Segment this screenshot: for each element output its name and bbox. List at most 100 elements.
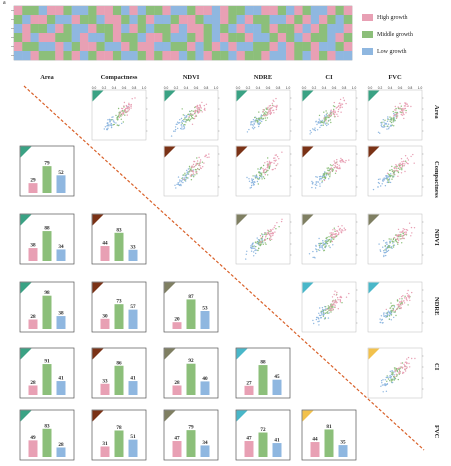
- heatmap-cell: [154, 51, 163, 61]
- scatter-point: [388, 238, 390, 240]
- tick-label: 0.6: [122, 86, 127, 90]
- scatter-point: [333, 227, 335, 229]
- scatter-point: [275, 107, 278, 109]
- scatter-point: [262, 118, 264, 120]
- heatmap-cell: [195, 6, 204, 16]
- bar-corner-marker: [236, 348, 248, 360]
- scatter-point: [399, 307, 401, 310]
- scatter-point: [267, 169, 269, 172]
- heatmap-cell: [178, 42, 188, 52]
- scatter-point: [318, 314, 321, 316]
- scatter-point: [259, 242, 261, 244]
- heatmap-cell: [154, 24, 163, 34]
- scatter-point: [183, 128, 185, 130]
- heatmap-cell: [319, 42, 328, 52]
- scatter-point: [329, 174, 331, 176]
- heatmap-cell: [55, 24, 64, 34]
- scatter-point: [261, 238, 264, 240]
- scatter-point: [269, 104, 272, 107]
- scatter-point: [334, 235, 336, 237]
- scatter-panel: [367, 347, 423, 399]
- scatter-point: [257, 123, 259, 125]
- scatter-point: [208, 156, 210, 158]
- scatter-point: [253, 123, 255, 126]
- scatter-point: [328, 312, 330, 314]
- scatter-point: [386, 383, 389, 385]
- scatter-point: [251, 121, 253, 123]
- scatter-point: [106, 128, 108, 130]
- heatmap-cell: [277, 51, 287, 61]
- scatter-point: [402, 112, 404, 114]
- heatmap-cell: [112, 33, 122, 43]
- column-header-ci: CI: [325, 74, 333, 81]
- scatter-point: [321, 180, 323, 182]
- heatmap-cell: [310, 51, 320, 61]
- scatter-point: [327, 120, 330, 122]
- scatter-point: [174, 126, 177, 128]
- heatmap-cell: [129, 51, 138, 61]
- scatter-point: [261, 233, 263, 235]
- scatter-point: [253, 245, 256, 247]
- scatter-point: [390, 125, 392, 127]
- scatter-point: [175, 123, 177, 126]
- scatter-point: [330, 113, 333, 115]
- scatter-point: [401, 242, 403, 244]
- heatmap-cell: [228, 42, 237, 52]
- heatmap-cell: [319, 6, 328, 16]
- scatter-point: [191, 165, 193, 167]
- scatter-point: [261, 242, 263, 244]
- scatter-point: [322, 240, 324, 242]
- scatter-point: [392, 371, 394, 373]
- scatter-point: [266, 112, 268, 114]
- tick-label: 0.6: [398, 86, 403, 90]
- scatter-point: [329, 119, 332, 121]
- scatter-point: [262, 234, 264, 236]
- scatter-point: [406, 103, 408, 105]
- heatmap-cell: [302, 6, 311, 16]
- scatter-point: [321, 181, 323, 184]
- scatter-point: [399, 165, 401, 168]
- scatter-point: [120, 110, 123, 112]
- bar-corner-marker: [164, 348, 176, 360]
- heatmap-cell: [79, 15, 89, 25]
- scatter-point: [198, 156, 200, 159]
- scatter-point: [276, 222, 278, 224]
- scatter-point: [391, 247, 393, 249]
- scatter-point: [260, 172, 263, 174]
- tick-label: 1.0: [286, 86, 291, 90]
- scatter-point: [266, 161, 268, 163]
- scatter-point: [258, 111, 260, 113]
- scatter-point: [107, 125, 109, 127]
- bar-value-label: 28: [30, 314, 36, 320]
- scatter-point: [260, 240, 263, 243]
- scatter-point: [391, 381, 394, 384]
- scatter-corner-marker: [302, 146, 314, 158]
- panel-a-label: a: [3, 0, 6, 6]
- scatter-point: [182, 120, 185, 123]
- scatter-point: [194, 174, 196, 176]
- scatter-point: [184, 114, 186, 117]
- scatter-point: [391, 169, 393, 171]
- scatter-point: [323, 313, 325, 315]
- tick-label: 1.0: [352, 86, 357, 90]
- scatter-point: [387, 175, 389, 177]
- scatter-point: [254, 126, 256, 129]
- scatter-point: [269, 113, 272, 115]
- scatter-point: [248, 180, 251, 182]
- heatmap-cell: [253, 15, 262, 25]
- scatter-corner-marker: [302, 90, 314, 102]
- scatter-point: [125, 107, 128, 110]
- scatter-point: [266, 164, 268, 166]
- heatmap-cell: [121, 33, 130, 43]
- scatter-point: [120, 118, 123, 121]
- heatmap-cell: [14, 33, 23, 43]
- scatter-point: [344, 229, 346, 231]
- scatter-point: [316, 129, 319, 131]
- scatter-point: [327, 174, 330, 176]
- scatter-point: [179, 179, 181, 181]
- scatter-point: [400, 303, 402, 305]
- scatter-point: [261, 178, 263, 180]
- scatter-point: [328, 178, 330, 180]
- scatter-point: [326, 122, 328, 124]
- scatter-point: [385, 249, 387, 251]
